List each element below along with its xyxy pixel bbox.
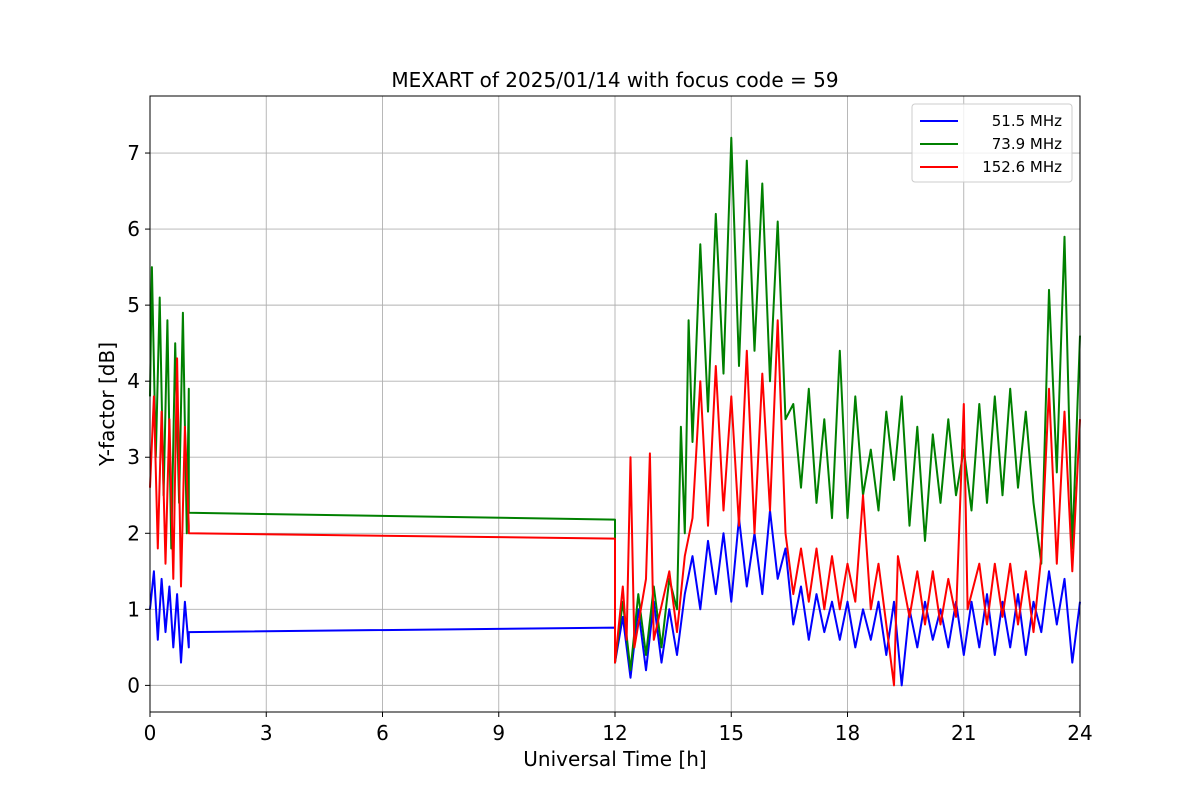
x-tick-label: 21 [951, 721, 976, 745]
y-tick-label: 1 [127, 597, 140, 621]
y-tick-label: 3 [127, 445, 140, 469]
y-tick-label: 4 [127, 369, 140, 393]
legend-label-51-5mhz: 51.5 MHz [992, 112, 1062, 130]
legend-label-152-6mhz: 152.6 MHz [982, 158, 1062, 176]
chart-title: MEXART of 2025/01/14 with focus code = 5… [391, 68, 838, 92]
y-tick-label: 0 [127, 673, 140, 697]
series-line-73-9-mhz [149, 136, 1081, 672]
x-tick-label: 12 [602, 721, 627, 745]
x-axis-label: Universal Time [h] [523, 747, 706, 771]
x-tick-label: 18 [835, 721, 860, 745]
y-tick-label: 5 [127, 293, 140, 317]
legend-box [911, 103, 1073, 183]
x-tick-label: 15 [719, 721, 744, 745]
y-tick-label: 7 [127, 141, 140, 165]
legend: 51.5 MHz 73.9 MHz 152.6 MHz [911, 103, 1073, 183]
x-tick-label: 6 [376, 721, 389, 745]
x-tick-label: 24 [1067, 721, 1092, 745]
x-tick-label: 0 [144, 721, 157, 745]
y-tick-label: 2 [127, 521, 140, 545]
y-tick-label: 6 [127, 217, 140, 241]
y-axis-label: Y-factor [dB] [95, 342, 119, 467]
plot-area [149, 136, 1081, 687]
x-tick-label: 9 [492, 721, 505, 745]
x-tick-label: 3 [260, 721, 273, 745]
series-line-152-6-mhz [149, 319, 1081, 687]
legend-label-73-9mhz: 73.9 MHz [992, 135, 1062, 153]
